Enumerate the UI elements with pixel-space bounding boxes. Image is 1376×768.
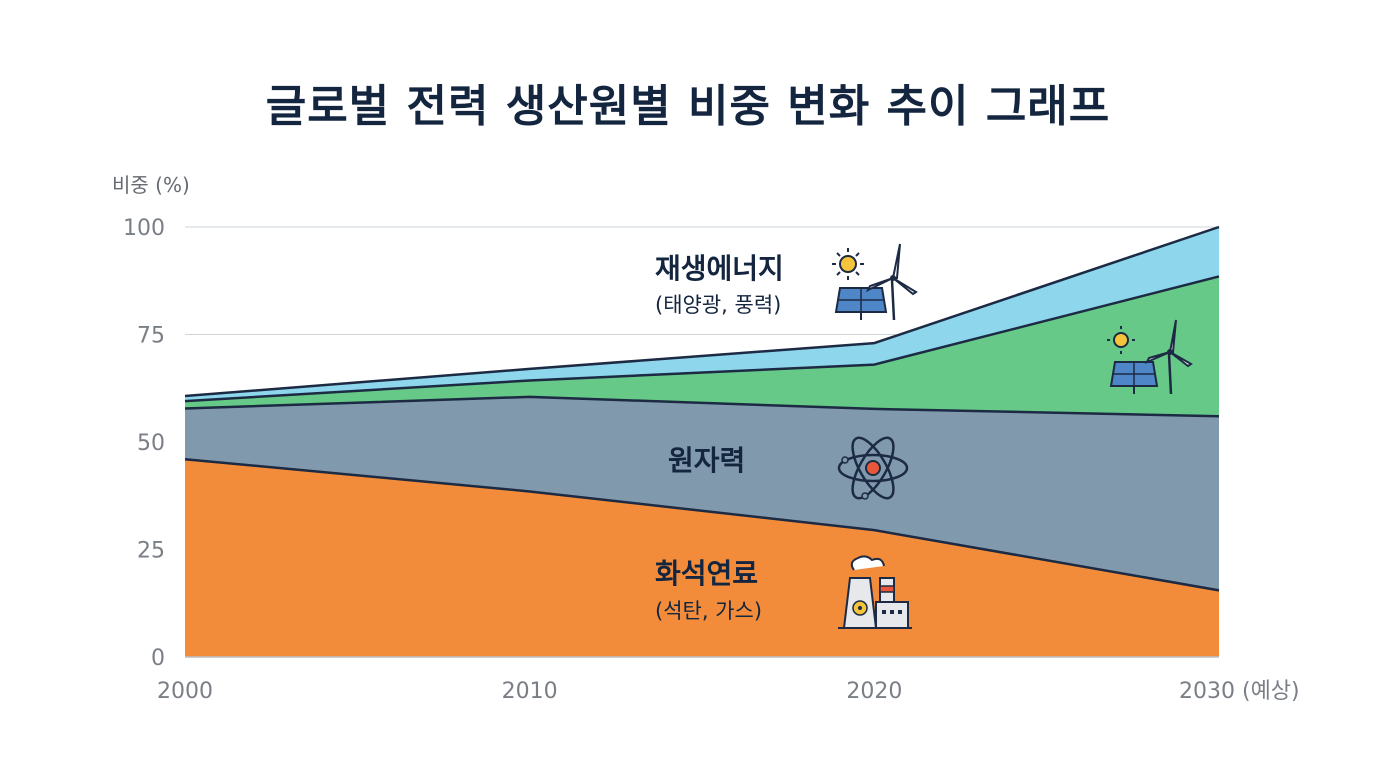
chart-title: 글로벌 전력 생산원별 비중 변화 추이 그래프 (265, 81, 1111, 132)
x-tick-label: 2000 (157, 679, 213, 704)
line-fossil (184, 457, 1220, 592)
nuclear-label: 원자력 (668, 444, 745, 477)
area-fossil (185, 459, 1219, 657)
y-tick-label: 0 (151, 646, 165, 671)
line-green (184, 275, 1220, 403)
area-nuclear (185, 396, 1219, 591)
y-tick-label: 25 (137, 539, 165, 564)
line-blue (184, 225, 1220, 398)
y-tick-label: 100 (123, 216, 165, 241)
power-plant-icon (838, 555, 912, 629)
renewable-label: 재생에너지 (655, 252, 784, 285)
solar-wind-icon (1107, 319, 1193, 395)
x-tick-label: 2010 (502, 679, 558, 704)
fossil-sub-label: (석탄, 가스) (655, 599, 762, 623)
x-tick-label: 2020 (846, 679, 902, 704)
solar-wind-icon (832, 243, 918, 321)
renewable-sub-label: (태양광, 풍력) (655, 293, 781, 317)
fossil-label: 화석연료 (655, 557, 758, 590)
y-tick-label: 50 (137, 431, 165, 456)
atom-icon (837, 436, 909, 500)
y-tick-label: 75 (137, 324, 165, 349)
area-blue (185, 227, 1219, 402)
area-green (185, 276, 1219, 417)
line-nuclear (184, 395, 1220, 418)
y-axis-label: 비중 (%) (112, 173, 190, 197)
x-tick-label: 2030 (예상) (1179, 679, 1300, 704)
